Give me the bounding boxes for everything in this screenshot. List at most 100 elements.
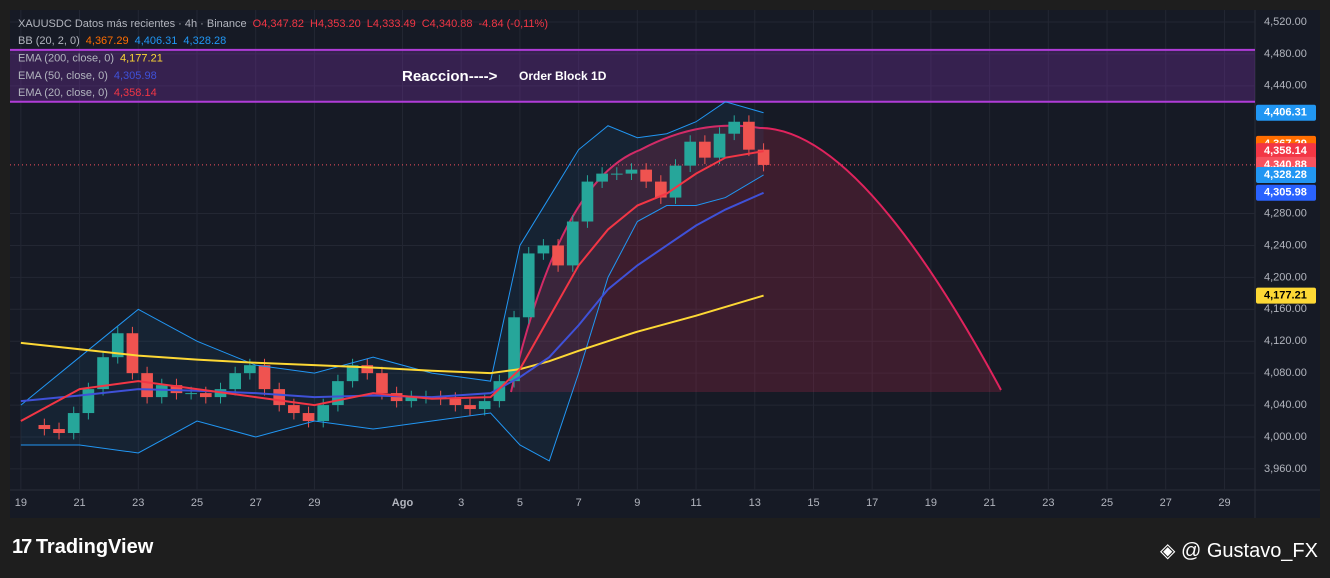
price-label-bg (1256, 184, 1316, 201)
candle-body (82, 389, 95, 414)
legend-text: L4,333.49 (367, 18, 416, 30)
candle-body (493, 381, 506, 402)
y-tick-label: 4,240.00 (1264, 239, 1307, 251)
x-tick-label: 23 (1042, 497, 1054, 509)
chart: 4,520.00 4,480.00 4,440.00 4,280.00 4,240.00… (10, 10, 1320, 518)
candle-body (508, 317, 520, 382)
candle-body (464, 405, 476, 410)
x-tick-label: 9 (634, 497, 640, 509)
candle-body (38, 425, 51, 430)
x-tick-label: 29 (1218, 497, 1230, 509)
x-tick-label: 11 (690, 497, 701, 509)
candle-body (67, 413, 80, 434)
y-tick-label: 4,080.00 (1264, 367, 1307, 379)
price-label-bg (1256, 166, 1316, 183)
price-label: 4,177.21 (1264, 289, 1307, 301)
indicator-line (20, 191, 764, 403)
legend-text: BB (20, 2, 0) (18, 35, 80, 47)
legend-text: XAUUSDC Datos más recientes · 4h · Binan… (18, 18, 247, 30)
candle-body (155, 385, 168, 398)
y-tick-label: 4,000.00 (1264, 431, 1307, 443)
price-label-bg (1256, 143, 1316, 160)
indicator-line (20, 150, 764, 422)
bb-fill (20, 101, 764, 461)
candle-body (699, 141, 711, 158)
x-tick-label: 25 (1101, 497, 1113, 509)
candle-body (288, 405, 300, 414)
x-tick-label: 25 (191, 497, 203, 509)
candle-body (522, 253, 535, 318)
candle-body (346, 365, 359, 382)
candle-body (405, 397, 418, 402)
candle-body (610, 173, 623, 175)
candle-body (478, 401, 491, 410)
order-block-zone (10, 49, 1255, 102)
x-tick-label: 21 (73, 497, 85, 509)
author-text: @ Gustavo_FX (1180, 540, 1318, 562)
x-tick-label: 15 (807, 497, 819, 509)
y-tick-label: 4,280.00 (1264, 207, 1307, 219)
projection-arc (510, 124, 1002, 393)
chart-bg (10, 10, 1320, 518)
candle-body (97, 357, 109, 390)
candle-body (537, 245, 550, 254)
y-tick-label: 4,120.00 (1264, 335, 1307, 347)
candle-body (640, 169, 652, 182)
legend-text: EMA (200, close, 0) (18, 53, 114, 65)
brand-text: TradingView (35, 536, 154, 558)
x-tick-label: 21 (983, 497, 995, 509)
legend-text: EMA (20, close, 0) (18, 87, 108, 99)
annotation: Order Block 1D (519, 69, 607, 83)
candle-body (302, 413, 315, 422)
candle-body (669, 165, 682, 198)
legend-text: 4,177.21 (120, 53, 163, 65)
candle-body (654, 181, 667, 198)
candle-body (449, 398, 462, 406)
legend-text: 4,358.14 (114, 87, 157, 99)
x-tick-label: 27 (250, 497, 262, 509)
candle-body (170, 385, 183, 394)
y-tick-label: 4,520.00 (1264, 16, 1307, 28)
x-tick-label: 13 (749, 497, 761, 509)
candle-body (229, 373, 242, 390)
price-label: 4,358.14 (1264, 145, 1308, 157)
candle-body (596, 173, 608, 182)
candle-body (757, 149, 770, 165)
legend-text: 4,367.29 (86, 35, 129, 47)
y-tick-label: 4,440.00 (1264, 80, 1307, 92)
x-tick-label: 17 (866, 497, 878, 509)
legend-text: EMA (50, close, 0) (18, 70, 108, 82)
candle-body (743, 121, 755, 150)
candle-body (317, 405, 330, 422)
y-tick-label: 4,200.00 (1264, 271, 1307, 283)
price-label: 4,328.28 (1264, 169, 1307, 181)
indicator-line (20, 294, 764, 375)
candle-body (126, 333, 139, 374)
candle-body (361, 365, 374, 374)
x-tick-label: 5 (517, 497, 523, 509)
x-tick-label: Ago (392, 497, 414, 509)
legend-text: C4,340.88 (422, 18, 473, 30)
y-tick-label: 4,160.00 (1264, 303, 1307, 315)
price-label: 4,305.98 (1264, 187, 1307, 199)
x-tick-label: 27 (1160, 497, 1172, 509)
x-tick-label: 29 (308, 497, 320, 509)
y-tick-label: 4,040.00 (1264, 399, 1307, 411)
x-tick-label: 3 (458, 497, 464, 509)
candle-body (332, 381, 344, 406)
legend-text: -4.84 (-0,11%) (479, 18, 549, 30)
candle-body (199, 393, 212, 398)
candle-body (713, 133, 726, 158)
candle-body (244, 365, 256, 374)
candle-body (273, 389, 286, 406)
legend-text: H4,353.20 (310, 18, 361, 30)
legend-text: O4,347.82 (253, 18, 304, 30)
indicator-line (20, 174, 764, 462)
price-label-bg (1256, 104, 1316, 121)
x-tick-label: 19 (925, 497, 937, 509)
candle-body (625, 169, 638, 174)
x-tick-label: 7 (576, 497, 582, 509)
y-tick-label: 4,480.00 (1264, 48, 1307, 60)
price-label-bg (1256, 287, 1316, 304)
